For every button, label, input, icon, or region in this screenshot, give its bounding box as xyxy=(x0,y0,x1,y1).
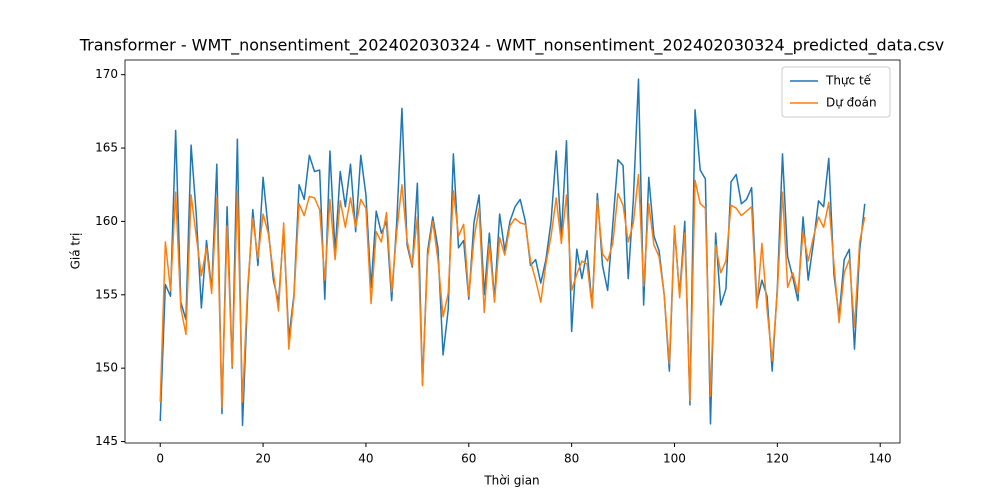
y-tick-label: 150 xyxy=(95,361,118,375)
legend-label: Dự đoán xyxy=(826,96,877,110)
x-axis-label: Thời gian xyxy=(483,474,539,488)
x-tick-label: 60 xyxy=(461,452,476,466)
chart-title: Transformer - WMT_nonsentiment_202402030… xyxy=(79,36,945,56)
x-tick-label: 140 xyxy=(869,452,892,466)
legend-label: Thực tế xyxy=(825,74,872,88)
x-tick-label: 100 xyxy=(663,452,686,466)
x-tick-label: 120 xyxy=(766,452,789,466)
x-tick-label: 0 xyxy=(156,452,164,466)
plot-frame xyxy=(124,59,901,444)
x-tick-label: 80 xyxy=(564,452,579,466)
legend-box xyxy=(781,66,891,118)
y-tick-label: 145 xyxy=(95,434,118,448)
series-line xyxy=(159,78,866,427)
x-tick-label: 40 xyxy=(358,452,373,466)
series-line xyxy=(159,173,866,409)
x-tick-label: 20 xyxy=(255,452,270,466)
y-tick-label: 170 xyxy=(95,67,118,81)
y-tick-label: 165 xyxy=(95,141,118,155)
y-tick-label: 155 xyxy=(95,287,118,301)
y-axis-label: Giá trị xyxy=(69,233,83,270)
y-tick-label: 160 xyxy=(95,214,118,228)
